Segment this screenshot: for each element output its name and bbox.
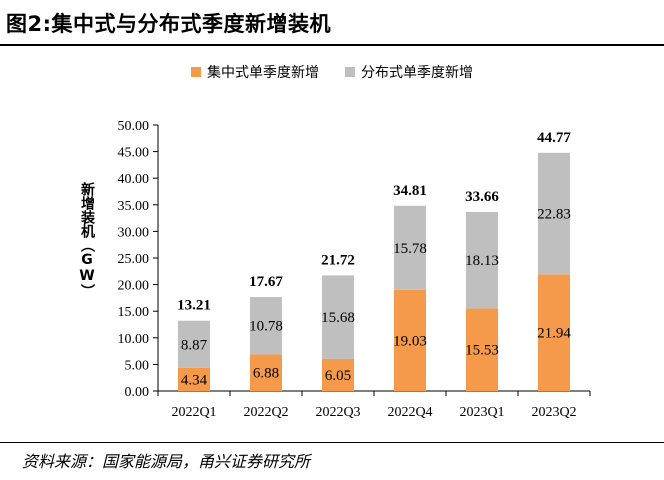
source-note: 资料来源：国家能源局，甬兴证券研究所 <box>22 452 311 471</box>
data-label-series1: 19.03 <box>393 333 427 349</box>
y-tick-label: 0.00 <box>125 385 150 400</box>
legend-item-series2: 分布式单季度新增 <box>345 62 473 82</box>
bar-segment-series2 <box>394 205 426 290</box>
legend-swatch-series2 <box>345 67 355 77</box>
total-label: 21.72 <box>321 252 355 268</box>
y-tick-label: 25.00 <box>118 252 150 267</box>
total-label: 33.66 <box>465 189 499 205</box>
legend-label-series2: 分布式单季度新增 <box>361 65 473 81</box>
y-tick-label: 40.00 <box>118 172 150 187</box>
y-tick-label: 10.00 <box>118 332 150 347</box>
data-label-series1: 6.05 <box>325 368 351 384</box>
y-tick-label: 5.00 <box>125 358 150 373</box>
bar-segment-series2 <box>538 152 570 275</box>
bar-segment-series1 <box>250 354 282 391</box>
x-tick-label: 2022Q3 <box>315 405 360 420</box>
total-label: 13.21 <box>177 298 211 314</box>
legend-swatch-series1 <box>191 67 201 77</box>
x-tick-label: 2023Q2 <box>531 405 576 420</box>
data-label-series2: 15.78 <box>393 241 427 257</box>
bar-segment-series1 <box>538 274 570 391</box>
data-label-series2: 10.78 <box>249 319 283 335</box>
bar-segment-series1 <box>394 289 426 391</box>
bar-segment-series1 <box>466 308 498 391</box>
legend: 集中式单季度新增 分布式单季度新增 <box>0 62 664 82</box>
y-tick-label: 45.00 <box>118 146 150 161</box>
data-label-series1: 21.94 <box>537 326 571 342</box>
x-tick-label: 2023Q1 <box>459 405 504 420</box>
bar-segment-series2 <box>466 211 498 309</box>
bar-segment-series1 <box>322 358 354 391</box>
y-tick-label: 20.00 <box>118 279 150 294</box>
y-tick-label: 35.00 <box>118 199 150 214</box>
title-rule <box>0 44 664 46</box>
data-label-series2: 22.83 <box>537 207 571 223</box>
x-tick-label: 2022Q2 <box>243 405 288 420</box>
data-label-series2: 8.87 <box>181 337 208 353</box>
legend-item-series1: 集中式单季度新增 <box>191 62 319 82</box>
data-label-series1: 6.88 <box>253 366 279 382</box>
data-label-series1: 15.53 <box>465 343 499 359</box>
legend-label-series1: 集中式单季度新增 <box>207 65 319 81</box>
data-label-series2: 18.13 <box>465 253 499 269</box>
bar-segment-series2 <box>322 275 354 359</box>
y-axis-label: 新增装机（GW） <box>79 182 95 298</box>
plot-area: 0.00 5.00 10.00 15.00 20.00 25.00 30.00 35.00 40… <box>118 119 591 420</box>
data-label-series2: 15.68 <box>321 310 355 326</box>
y-tick-label: 15.00 <box>118 305 150 320</box>
total-label: 34.81 <box>393 183 427 199</box>
bar-segment-series1 <box>178 367 210 391</box>
x-tick-label: 2022Q1 <box>171 405 216 420</box>
figure-title: 图2:集中式与分布式季度新增装机 <box>6 12 332 36</box>
x-tick-label: 2022Q4 <box>387 405 432 420</box>
bar-segment-series2 <box>178 320 210 368</box>
bar-segment-series2 <box>250 297 282 355</box>
total-label: 44.77 <box>537 130 571 146</box>
y-tick-label: 50.00 <box>118 119 150 134</box>
total-label: 17.67 <box>249 274 283 290</box>
y-tick-label: 30.00 <box>118 225 150 240</box>
footer-rule <box>0 442 664 443</box>
data-label-series1: 4.34 <box>181 372 208 388</box>
